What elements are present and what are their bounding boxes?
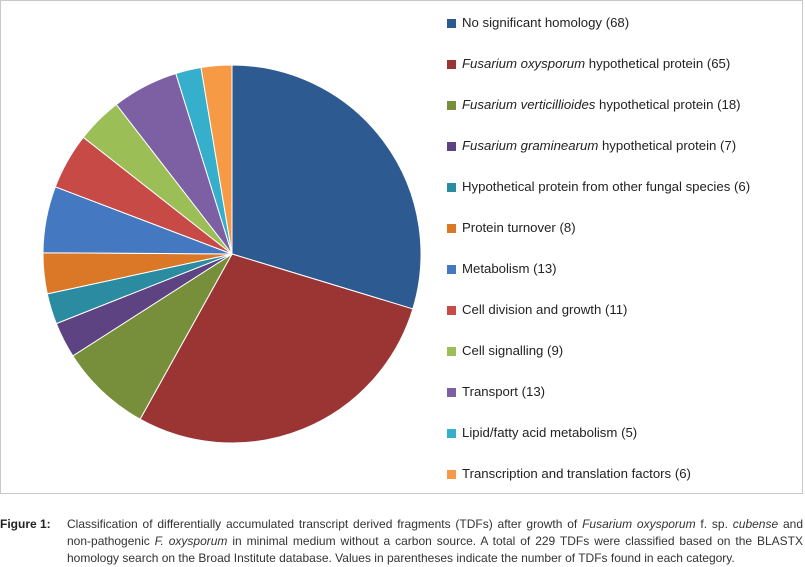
legend-swatch bbox=[447, 183, 456, 192]
legend-count: (18) bbox=[717, 97, 741, 112]
legend-count: (6) bbox=[674, 466, 691, 481]
legend-label: Cell signalling (9) bbox=[462, 343, 564, 358]
legend-item-7: Cell division and growth (11) bbox=[447, 301, 797, 342]
legend-swatch bbox=[447, 101, 456, 110]
caption-text: Classification of differentially accumul… bbox=[67, 517, 804, 565]
legend-item-5: Protein turnover (8) bbox=[447, 219, 797, 260]
legend-swatch bbox=[447, 388, 456, 397]
legend-label: Cell division and growth (11) bbox=[462, 302, 628, 317]
legend-count: (6) bbox=[733, 179, 751, 194]
legend-label: Protein turnover (8) bbox=[462, 220, 576, 235]
legend-item-1: Fusarium oxysporum hypothetical protein … bbox=[447, 55, 797, 96]
legend-count: (68) bbox=[605, 15, 630, 30]
legend-count: (11) bbox=[604, 302, 628, 317]
legend-label: No significant homology (68) bbox=[462, 15, 630, 30]
pie-slice-1 bbox=[139, 253, 414, 444]
legend-label: Hypothetical protein from other fungal s… bbox=[462, 179, 751, 194]
legend-label: Metabolism (13) bbox=[462, 261, 557, 276]
legend-item-0: No significant homology (68) bbox=[447, 14, 797, 55]
legend-swatch bbox=[447, 60, 456, 69]
legend-label: Fusarium graminearum hypothetical protei… bbox=[462, 138, 737, 153]
pie-slice-2 bbox=[72, 253, 233, 420]
legend-swatch bbox=[447, 347, 456, 356]
legend-item-3: Fusarium graminearum hypothetical protei… bbox=[447, 137, 797, 178]
legend-count: (8) bbox=[559, 220, 576, 235]
legend-item-11: Transcription and translation factors (6… bbox=[447, 465, 797, 506]
legend-item-9: Transport (13) bbox=[447, 383, 797, 424]
legend-label: Lipid/fatty acid metabolism (5) bbox=[462, 425, 638, 440]
legend-count: (13) bbox=[533, 261, 557, 276]
legend-count: (65) bbox=[706, 56, 731, 71]
legend-label: Fusarium oxysporum hypothetical protein … bbox=[462, 56, 731, 71]
legend-count: (13) bbox=[521, 384, 546, 399]
pie-slice-0 bbox=[231, 64, 422, 310]
legend-label: Fusarium verticillioides hypothetical pr… bbox=[462, 97, 741, 112]
legend-item-8: Cell signalling (9) bbox=[447, 342, 797, 383]
legend-item-2: Fusarium verticillioides hypothetical pr… bbox=[447, 96, 797, 137]
legend-label: Transport (13) bbox=[462, 384, 546, 399]
legend-count: (9) bbox=[547, 343, 564, 358]
legend-label: Transcription and translation factors (6… bbox=[462, 466, 691, 481]
legend-count: (7) bbox=[720, 138, 737, 153]
legend-swatch bbox=[447, 306, 456, 315]
pie-slice-11 bbox=[200, 64, 233, 255]
legend-item-10: Lipid/fatty acid metabolism (5) bbox=[447, 424, 797, 465]
pie-chart bbox=[42, 64, 422, 444]
legend-swatch bbox=[447, 224, 456, 233]
legend-item-6: Metabolism (13) bbox=[447, 260, 797, 301]
caption-label: Figure 1: bbox=[0, 517, 51, 531]
legend-swatch bbox=[447, 142, 456, 151]
legend-item-4: Hypothetical protein from other fungal s… bbox=[447, 178, 797, 219]
legend: No significant homology (68) Fusarium oxy… bbox=[447, 14, 797, 506]
legend-swatch bbox=[447, 265, 456, 274]
legend-swatch bbox=[447, 429, 456, 438]
legend-swatch bbox=[447, 19, 456, 28]
legend-count: (5) bbox=[621, 425, 638, 440]
legend-swatch bbox=[447, 470, 456, 479]
figure-frame: No significant homology (68) Fusarium oxy… bbox=[0, 0, 803, 494]
